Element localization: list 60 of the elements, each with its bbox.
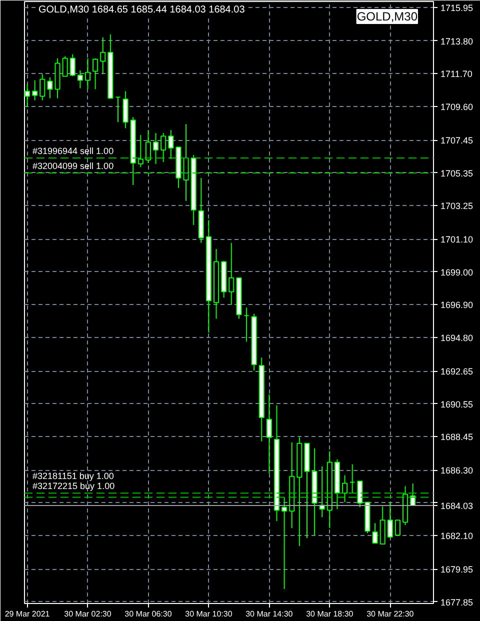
y-tick-label: 1707.45 (440, 136, 474, 146)
candlestick (84, 58, 91, 90)
ref-line-label: #31996944 sell 1.00 (32, 146, 114, 156)
candlestick (145, 130, 151, 164)
chart-title: GOLD,M30 1684.65 1685.44 1684.03 1684.03 (38, 4, 246, 16)
x-tick-label: 30 Mar 14:30 (246, 610, 294, 618)
candlestick (387, 502, 393, 539)
y-tick-label: 1713.80 (440, 36, 474, 46)
candlestick (160, 132, 166, 163)
candlestick (350, 464, 356, 494)
y-tick-label: 1709.60 (440, 102, 474, 112)
candlestick (357, 480, 363, 508)
y-tick-label: 1715.95 (440, 2, 474, 13)
y-tick-label: 1696.90 (440, 300, 474, 310)
candlestick (372, 522, 378, 544)
candlestick (32, 80, 38, 101)
y-tick-label: 1692.65 (440, 366, 474, 376)
candlestick (168, 130, 174, 160)
x-tick-label: 30 Mar 18:30 (306, 610, 354, 618)
y-tick-label: 1694.80 (440, 332, 474, 343)
y-tick-label: 1682.10 (440, 531, 474, 542)
ref-line-label: 1684.03 (440, 501, 474, 512)
candlestick (138, 134, 144, 168)
y-tick-label: 1705.35 (440, 168, 474, 178)
y-tick-label: 1690.55 (440, 399, 474, 410)
candlestick (77, 70, 83, 89)
candlestick (266, 394, 272, 474)
x-tick-label: 30 Mar 06:30 (124, 610, 172, 618)
ref-line-label: #32172215 buy 1.00 (32, 481, 115, 492)
y-tick-label: 1699.00 (440, 267, 474, 278)
candlestick (380, 506, 386, 545)
candlestick (153, 132, 159, 164)
y-tick-label: 1711.70 (440, 69, 472, 80)
candlestick (228, 242, 234, 306)
y-tick-label: 1703.25 (440, 201, 474, 212)
y-tick-label: 1679.95 (440, 564, 474, 575)
candlestick (40, 74, 46, 101)
x-tick-label: 30 Mar 22:30 (366, 610, 414, 618)
candlestick (394, 520, 400, 536)
candlestick (244, 307, 250, 342)
annotation: GOLD,M30 (356, 10, 418, 24)
candlestick (342, 474, 348, 503)
candlestick (70, 54, 76, 77)
ref-line-label: #32004099 sell 1.00 (32, 160, 114, 171)
candlestick (122, 90, 128, 129)
y-tick-label: 1688.45 (440, 432, 474, 442)
candlestick (115, 96, 121, 123)
candlestick (282, 496, 288, 590)
y-tick-label: 1686.30 (440, 466, 474, 476)
candlestick (183, 124, 189, 202)
ref-line-label: #32181151 buy 1.00 (32, 471, 114, 482)
candlestick (92, 58, 98, 90)
x-tick-label: 29 Mar 2021 (4, 610, 50, 618)
candlestick (62, 56, 68, 77)
candlestick (47, 76, 53, 99)
x-tick-label: 30 Mar 10:30 (185, 610, 233, 618)
y-tick-label: 1701.10 (440, 234, 474, 245)
candlestick (100, 36, 106, 75)
x-tick-label: 30 Mar 02:30 (64, 610, 112, 618)
y-tick-label: 1677.85 (440, 597, 474, 608)
